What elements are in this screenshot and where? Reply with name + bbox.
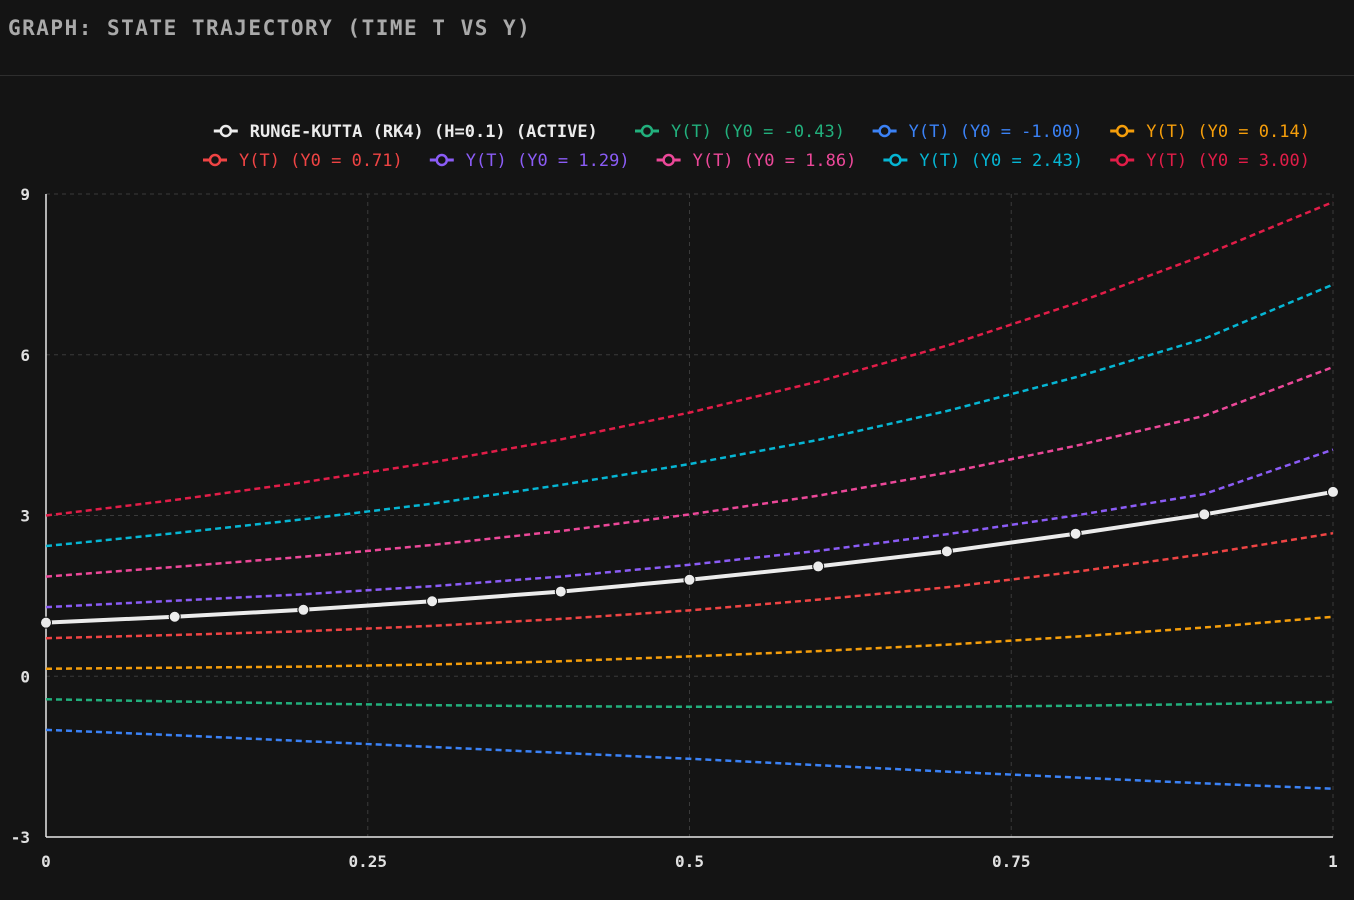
legend-swatch-marker	[208, 153, 222, 167]
x-tick-label: 0.75	[992, 852, 1031, 871]
chart-title: GRAPH: STATE TRAJECTORY (TIME T VS Y)	[8, 16, 532, 40]
y-tick-label: 0	[20, 667, 30, 686]
legend-item: Y(T) (Y0 = -1.00)	[872, 122, 1083, 142]
data-point	[554, 585, 567, 598]
legend-label: Y(T) (Y0 = 2.43)	[919, 151, 1083, 171]
series-line	[45, 200, 1334, 517]
data-point	[940, 545, 953, 558]
series-line	[45, 615, 1334, 670]
data-point	[1198, 508, 1211, 521]
x-tick-label: 0	[41, 852, 51, 871]
legend-swatch-marker	[1115, 124, 1129, 138]
legend-swatch-marker	[1115, 153, 1129, 167]
legend-item: RUNGE-KUTTA (RK4) (H=0.1) (ACTIVE)	[213, 122, 598, 142]
x-tick-label: 0.25	[348, 852, 387, 871]
data-point	[683, 573, 696, 586]
legend-label: Y(T) (Y0 = 1.29)	[466, 151, 630, 171]
legend-label: Y(T) (Y0 = 0.71)	[239, 151, 403, 171]
legend-swatch-marker	[662, 153, 675, 167]
legend-label: Y(T) (Y0 = 0.14)	[1146, 122, 1310, 142]
y-tick-label: 6	[20, 346, 30, 365]
x-tick-label: 1	[1328, 852, 1338, 871]
data-point	[40, 616, 52, 629]
legend-swatch-marker	[219, 124, 233, 138]
legend-swatch-marker	[640, 124, 654, 138]
legend-label: RUNGE-KUTTA (RK4) (H=0.1) (ACTIVE)	[250, 122, 598, 142]
series-line	[45, 365, 1334, 578]
legend-swatch-marker	[878, 124, 891, 138]
legend-swatch-marker	[889, 153, 902, 167]
data-point	[168, 610, 181, 623]
legend-label: Y(T) (Y0 = 3.00)	[1146, 151, 1310, 171]
series-line	[45, 283, 1334, 548]
legend-item: Y(T) (Y0 = 0.71)	[203, 151, 403, 171]
legend-item: Y(T) (Y0 = 3.00)	[1110, 151, 1310, 171]
legend-label: Y(T) (Y0 = -1.00)	[909, 122, 1083, 142]
chart-header: GRAPH: STATE TRAJECTORY (TIME T VS Y)	[0, 0, 1354, 76]
y-tick-label: 9	[20, 185, 30, 204]
legend-item: Y(T) (Y0 = -0.43)	[635, 122, 845, 142]
series-line	[45, 531, 1334, 640]
legend-item: Y(T) (Y0 = 2.43)	[883, 151, 1083, 171]
y-tick-label: -3	[11, 828, 30, 847]
series-line	[45, 448, 1334, 609]
legend-label: Y(T) (Y0 = -0.43)	[671, 122, 845, 142]
grid	[46, 193, 1334, 837]
legend-item: Y(T) (Y0 = 1.29)	[429, 151, 630, 171]
legend-swatch-marker	[435, 153, 449, 167]
data-point	[1069, 527, 1082, 540]
data-point	[426, 595, 439, 608]
legend-label: Y(T) (Y0 = 1.86)	[693, 151, 857, 171]
x-tick-label: 0.5	[675, 852, 704, 871]
legend: RUNGE-KUTTA (RK4) (H=0.1) (ACTIVE) Y(T) (…	[203, 122, 1310, 171]
data-point	[812, 560, 825, 573]
legend-item: Y(T) (Y0 = 0.14)	[1110, 122, 1310, 142]
series-line	[45, 728, 1334, 791]
legend-item: Y(T) (Y0 = 1.86)	[656, 151, 857, 171]
y-tick-label: 3	[20, 507, 30, 526]
data-point	[1327, 485, 1339, 498]
data-point	[297, 603, 310, 616]
series-line	[45, 698, 1334, 709]
